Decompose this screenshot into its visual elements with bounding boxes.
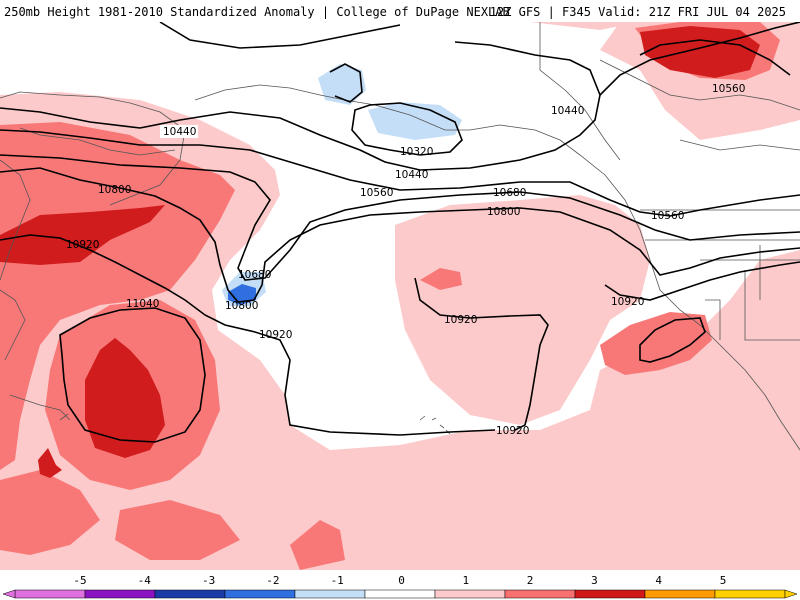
contour-label: 10800: [487, 206, 520, 218]
colorbar-tick-label: -4: [138, 574, 152, 587]
header: 250mb Height 1981-2010 Standardized Anom…: [0, 0, 800, 22]
colorbar-end-right: [784, 589, 798, 599]
colorbar-segment: [434, 589, 506, 599]
colorbar-segment: [364, 589, 436, 599]
contour-10320-alaska: [329, 63, 363, 103]
contour-label: 10680: [493, 187, 526, 199]
colorbar-segment: [154, 589, 226, 599]
contour-label: 10440: [551, 105, 584, 117]
contour-label: 10440: [395, 169, 428, 181]
map-panel: 10440 10320 10440 10560 10680 10800 1056…: [0, 22, 800, 570]
contour-label: 10560: [651, 210, 684, 222]
colorbar: -5 -4 -3 -2 -1 0 1 2 3 4 5: [0, 571, 800, 600]
contour-label: 10920: [66, 239, 99, 251]
contour-10680: [0, 154, 800, 281]
contour-10920-east: [604, 261, 800, 301]
contour-label: 11040: [126, 298, 159, 310]
contour-label: 10680: [238, 269, 271, 281]
contour-label: 10800: [98, 184, 131, 196]
colorbar-tick-label: -2: [266, 574, 279, 587]
colorbar-segment: [294, 589, 366, 599]
contour-10440-left: [0, 41, 601, 171]
contour-label-group: 10440 10320 10440 10560 10680 10800 1056…: [66, 83, 745, 437]
colorbar-segment: [504, 589, 576, 599]
contour-label: 10800: [225, 300, 258, 312]
contour-10560-ne: [639, 39, 791, 76]
colorbar-tick-label: -5: [73, 574, 86, 587]
contour-label: 10920: [611, 296, 644, 308]
contour-label: 10320: [400, 146, 433, 158]
colorbar-tick-label: 2: [527, 574, 534, 587]
contour-upper: [159, 22, 401, 49]
colorbar-tick-label: 0: [398, 574, 405, 587]
colorbar-tick-label: 4: [655, 574, 662, 587]
anomaly-shading-minus3: [228, 284, 256, 305]
colorbar-tick-label: 3: [591, 574, 598, 587]
contour-10920-right: [414, 277, 549, 431]
colorbar-segment: [224, 589, 296, 599]
height-contours: [0, 22, 800, 443]
contour-10440-right: [599, 22, 800, 96]
coastlines: [0, 22, 800, 451]
contour-label: 10920: [259, 329, 292, 341]
contour-label: 10560: [712, 83, 745, 95]
contour-label: 10920: [444, 314, 477, 326]
contour-label: 10560: [360, 187, 393, 199]
contour-10320: [351, 102, 463, 156]
contour-11040-east: [639, 317, 706, 363]
colorbar-segment: [84, 589, 156, 599]
map-title: 250mb Height 1981-2010 Standardized Anom…: [4, 5, 510, 19]
contour-10920-upper: [0, 234, 496, 436]
colorbar-segment: [14, 589, 86, 599]
model-valid-time: 12Z GFS | F345 Valid: 21Z FRI JUL 04 202…: [489, 5, 786, 19]
colorbar-tick-label: 5: [720, 574, 727, 587]
colorbar-tick-label: 1: [462, 574, 469, 587]
contour-10560: [0, 129, 800, 217]
colorbar-segment: [714, 589, 786, 599]
colorbar-tick-label: -1: [331, 574, 344, 587]
anomaly-shading-plus3: [0, 26, 760, 478]
colorbar-tick-label: -3: [202, 574, 215, 587]
colorbar-end-left: [2, 589, 16, 599]
colorbar-segment: [574, 589, 646, 599]
colorbar-segment: [644, 589, 716, 599]
contour-11040: [59, 307, 206, 443]
contour-label: 10440: [163, 126, 196, 138]
contour-10800: [0, 167, 800, 303]
contour-label: 10920: [496, 425, 529, 437]
